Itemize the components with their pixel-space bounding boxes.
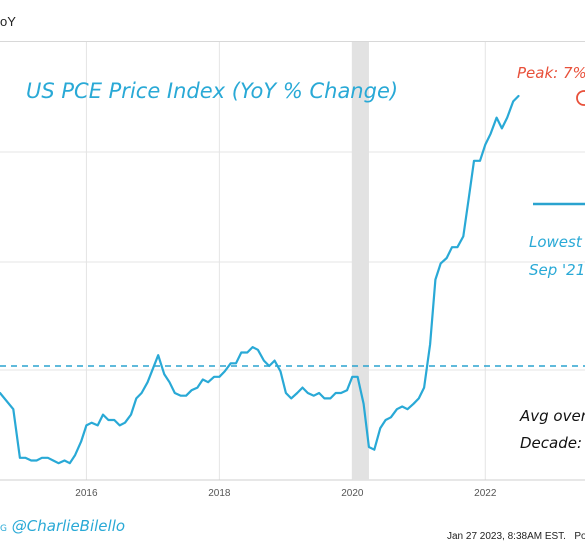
x-axis-ticks: 2016 2018 2020 2022 [75, 488, 497, 499]
series-line [0, 94, 520, 465]
peak-marker [576, 90, 585, 106]
chart-tab-label: oY [0, 14, 16, 29]
author-handle: G @CharlieBilello [0, 517, 125, 535]
timestamp-text: Jan 27 2023, 8:38AM EST. [447, 531, 566, 542]
lowest-annotation-line1: Lowest [529, 233, 583, 251]
x-tick-label: 2016 [75, 488, 98, 499]
header-divider [0, 41, 585, 42]
recession-band [352, 42, 369, 480]
avg-annotation-line2: Decade: [520, 434, 582, 452]
handle-text: @CharlieBilello [11, 517, 126, 535]
brand-fragment: G [0, 524, 7, 534]
chart-grid [0, 42, 585, 481]
x-tick-label: 2018 [208, 488, 231, 499]
x-tick-label: 2022 [474, 488, 497, 499]
peak-annotation: Peak: 7% [517, 64, 585, 82]
powered-by-text: Power [574, 531, 585, 542]
lowest-annotation-line2: Sep '21 [529, 261, 585, 279]
timestamp: Jan 27 2023, 8:38AM EST. Power [447, 531, 585, 542]
chart-title: US PCE Price Index (YoY % Change) [26, 79, 398, 103]
x-tick-label: 2020 [341, 488, 364, 499]
avg-annotation-line1: Avg over [519, 407, 585, 425]
